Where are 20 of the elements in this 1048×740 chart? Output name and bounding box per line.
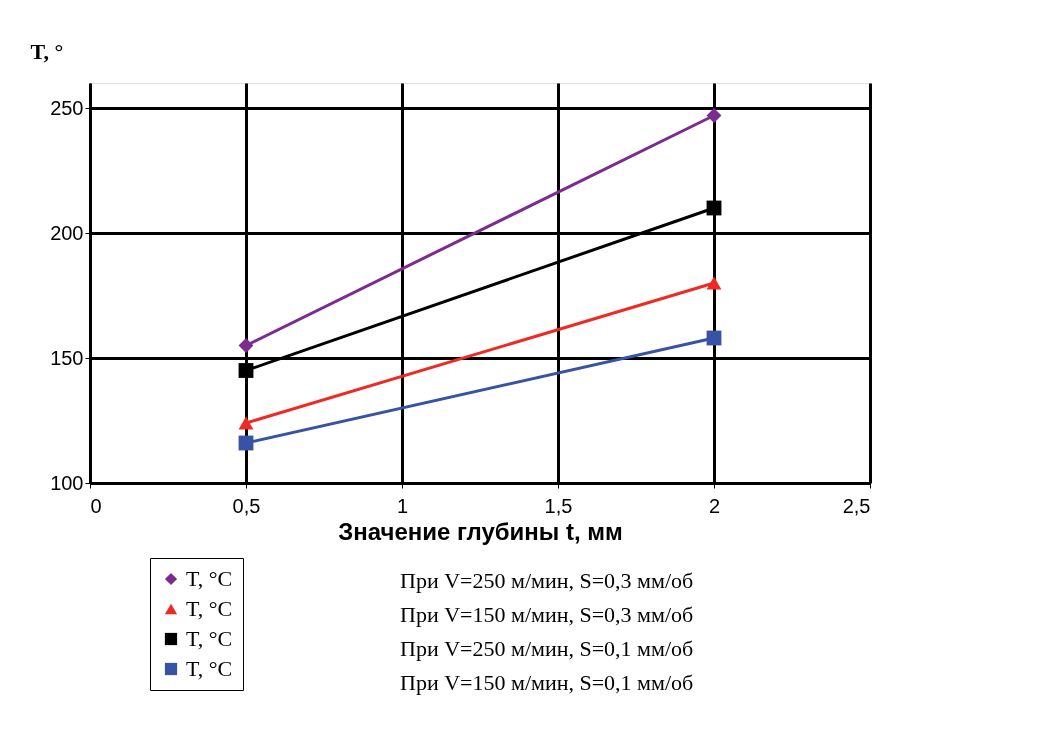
y-tick-label: 100 [50,471,84,494]
text: При V=150 м/мин, S=0,3 мм/об [400,602,694,627]
text: При V=250 м/мин, S=0,3 мм/об [400,568,694,593]
x-tick-label: 0,5 [232,494,261,517]
x-tick-label: 2 [708,494,721,517]
text: При V=150 м/мин, S=0,1 мм/об [400,670,694,695]
x-tick-label: 1,5 [544,494,573,517]
y-tick-label: 150 [50,346,84,369]
x-tick-label: 1 [396,494,409,517]
legend-label: T, °C [186,566,233,591]
y-tick-label: 200 [50,221,84,244]
y-tick-label: 250 [50,96,84,119]
legend-label: T, °C [186,626,233,651]
y-axis-title: T, ° [30,38,64,64]
x-tick-label: 0 [90,494,102,517]
legend-label: T, °C [186,596,233,621]
text: При V=250 м/мин, S=0,1 мм/об [400,636,694,661]
x-tick-label: 2,5 [842,494,871,517]
legend-label: T, °C [186,656,233,681]
x-axis-title: Значение глубины t, мм [338,517,623,545]
